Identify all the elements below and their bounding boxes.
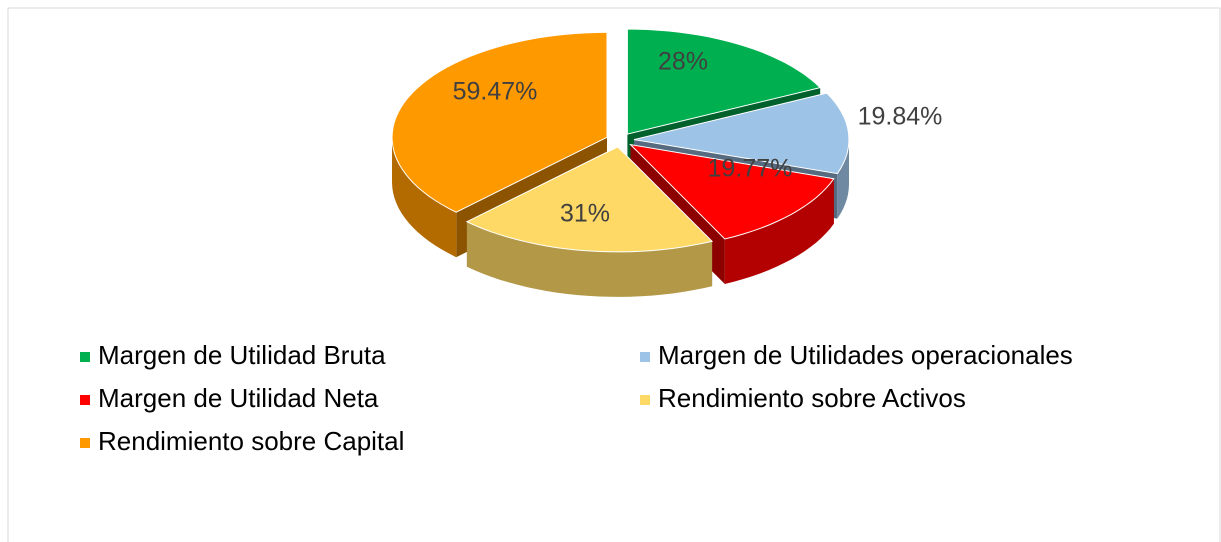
slice-top	[633, 92, 850, 175]
legend-marker	[80, 438, 90, 448]
slice-side	[837, 139, 849, 219]
data-label: 59.47%	[453, 78, 538, 106]
legend-label: Rendimiento sobre Activos	[658, 383, 966, 413]
pie-slice	[465, 146, 714, 297]
legend-label: Margen de Utilidades operacionales	[658, 340, 1073, 370]
data-label: 31%	[560, 200, 610, 228]
slice-top	[391, 31, 608, 213]
legend-label: Rendimiento sobre Capital	[98, 426, 404, 456]
legend-label: Margen de Utilidad Bruta	[98, 340, 386, 370]
legend-marker	[80, 352, 90, 362]
legend-label: Margen de Utilidad Neta	[98, 383, 379, 413]
legend-marker	[640, 395, 650, 405]
data-label: 19.84%	[858, 103, 943, 131]
legend-marker	[80, 395, 90, 405]
slice-top	[626, 28, 822, 135]
slice-side	[466, 221, 713, 297]
slice-top	[629, 143, 835, 240]
legend-marker	[640, 352, 650, 362]
data-label: 28%	[658, 48, 708, 76]
slice-side	[392, 137, 457, 258]
slice-top	[465, 146, 714, 253]
data-label: 19.77%	[708, 155, 793, 183]
